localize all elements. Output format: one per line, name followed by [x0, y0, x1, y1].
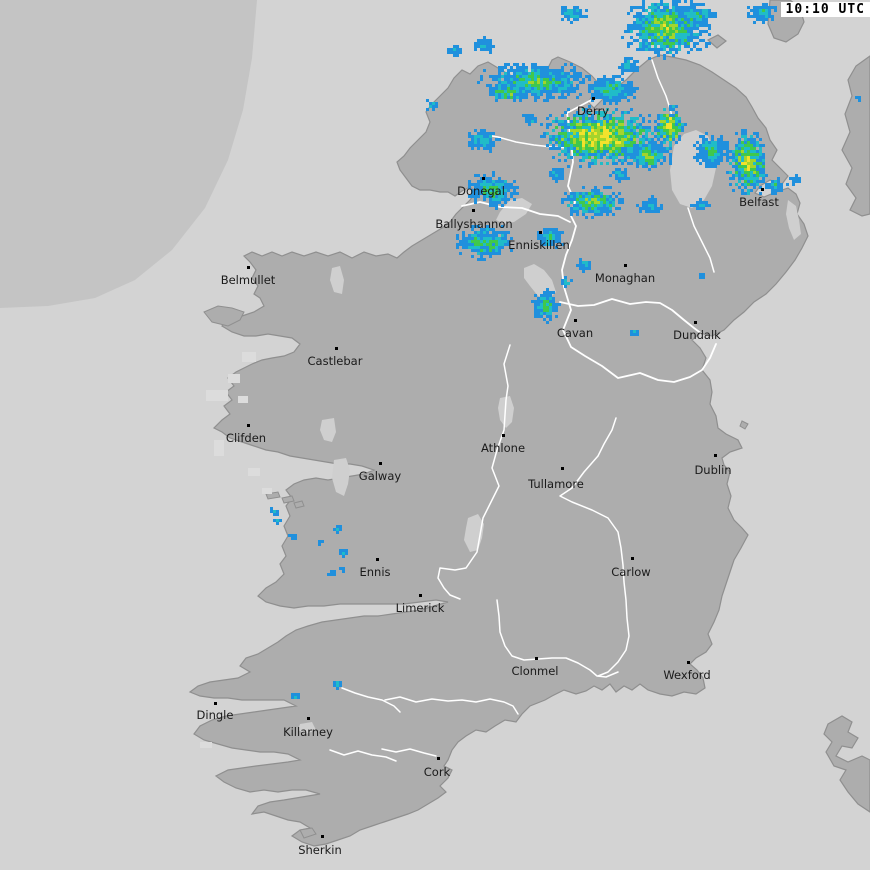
city-dot — [714, 454, 717, 457]
city-label: Dublin — [694, 463, 731, 477]
city-label: Dundalk — [673, 328, 721, 342]
city-dot — [472, 209, 475, 212]
strangford-lough — [786, 200, 801, 240]
lower-lough-erne — [496, 198, 532, 224]
city-dot — [482, 177, 485, 180]
city-dot — [539, 231, 542, 234]
city-label: Athlone — [481, 441, 525, 455]
timestamp-badge: 10:10 UTC — [780, 2, 870, 17]
city-dot — [561, 467, 564, 470]
city-label: Tullamore — [527, 477, 584, 491]
city-label: Clifden — [226, 431, 266, 445]
city-label: Enniskillen — [508, 238, 570, 252]
city-dot — [307, 717, 310, 720]
galloway-coast — [841, 55, 870, 217]
city-dot — [761, 188, 764, 191]
rain-echoes — [270, 0, 861, 699]
city-dot — [437, 757, 440, 760]
lough-ree — [498, 396, 514, 428]
city-label: Derry — [577, 104, 609, 118]
city-label: Monaghan — [595, 271, 655, 285]
city-dot — [247, 424, 250, 427]
wales-coast — [823, 715, 870, 813]
city-dot — [379, 462, 382, 465]
city-dot — [376, 558, 379, 561]
city-dot — [574, 319, 577, 322]
city-dot — [631, 557, 634, 560]
ireland-landmass — [188, 54, 809, 847]
outside-radar-region — [0, 0, 257, 308]
city-dot — [535, 657, 538, 660]
city-label: Castlebar — [308, 354, 363, 368]
city-label: Killarney — [283, 725, 333, 739]
city-label: Donegal — [457, 184, 505, 198]
city-label: Galway — [359, 469, 402, 483]
killarney-lakes — [298, 722, 316, 734]
city-label: Ballyshannon — [435, 217, 512, 231]
city-label: Belmullet — [221, 273, 276, 287]
city-label: Sherkin — [298, 843, 342, 857]
city-dot — [247, 266, 250, 269]
lough-conn — [330, 266, 344, 294]
city-dot — [321, 835, 324, 838]
offshore-islands — [203, 305, 749, 839]
city-labels: Derry Belfast Donegal Ballyshannon Enniskill… — [197, 97, 779, 857]
borders-and-rivers — [329, 59, 717, 762]
city-dot — [502, 434, 505, 437]
achill-island — [203, 305, 245, 327]
city-label: Cork — [424, 765, 451, 779]
city-label: Cavan — [557, 326, 593, 340]
city-dot — [592, 97, 595, 100]
city-dot — [419, 594, 422, 597]
city-label: Wexford — [663, 668, 710, 682]
pale-echo-patches — [200, 352, 272, 748]
city-label: Dingle — [197, 708, 234, 722]
city-dot — [687, 661, 690, 664]
city-dot — [335, 347, 338, 350]
rathlin-island — [706, 34, 727, 49]
lakes — [298, 130, 801, 734]
city-label: Ennis — [359, 565, 390, 579]
city-label: Belfast — [739, 195, 779, 209]
city-dot — [624, 264, 627, 267]
city-label: Clonmel — [511, 664, 558, 678]
city-dot — [214, 702, 217, 705]
city-label: Limerick — [396, 601, 445, 615]
lough-corrib — [332, 458, 350, 496]
lough-mask — [320, 418, 336, 442]
city-label: Carlow — [611, 565, 650, 579]
city-dot — [694, 321, 697, 324]
